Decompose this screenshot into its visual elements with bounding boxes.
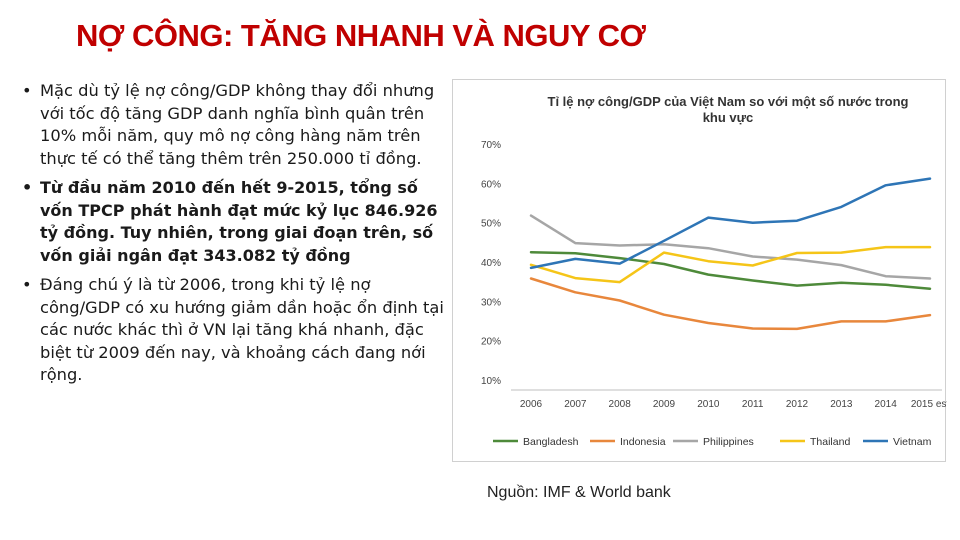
x-tick-label: 2013 (830, 399, 853, 410)
bullet-dot: • (22, 178, 33, 197)
x-tick-label: 2008 (609, 399, 632, 410)
y-tick-label: 10% (481, 376, 501, 387)
x-tick-label: 2014 (875, 399, 898, 410)
x-tick-label: 2010 (697, 399, 720, 410)
chart-frame: Tỉ lệ nợ công/GDP của Việt Nam so với mộ… (452, 79, 947, 462)
y-tick-label: 70% (481, 140, 501, 151)
x-tick-label: 2009 (653, 399, 676, 410)
series-line-philippines (529, 214, 932, 280)
legend-label: Indonesia (620, 436, 666, 448)
legend-label: Vietnam (893, 436, 932, 448)
y-tick-label: 60% (481, 179, 501, 190)
series-line-vietnam (529, 177, 932, 270)
bullet-list: • Mặc dù tỷ lệ nợ công/GDP không thay đổ… (22, 80, 447, 394)
source-note: Nguồn: IMF & World bank (487, 484, 671, 501)
series-line-bangladesh (529, 250, 932, 290)
bullet-item: • Từ đầu năm 2010 đến hết 9-2015, tổng s… (22, 177, 447, 267)
legend-label: Philippines (703, 436, 754, 448)
bullet-text: Đáng chú ý là từ 2006, trong khi tỷ lệ n… (40, 275, 444, 384)
y-tick-label: 50% (481, 219, 501, 230)
bullet-item: • Đáng chú ý là từ 2006, trong khi tỷ lệ… (22, 274, 447, 387)
chart-title: Tỉ lệ nợ công/GDP của Việt Nam so với mộ… (548, 94, 909, 109)
line-chart: Tỉ lệ nợ công/GDP của Việt Nam so với mộ… (481, 94, 947, 448)
x-tick-label: 2012 (786, 399, 809, 410)
bullet-text: Mặc dù tỷ lệ nợ công/GDP không thay đổi … (40, 81, 435, 168)
bullet-text: Từ đầu năm 2010 đến hết 9-2015, tổng số … (40, 178, 438, 265)
y-tick-label: 30% (481, 297, 501, 308)
bullet-dot: • (22, 81, 32, 100)
legend-label: Bangladesh (523, 436, 579, 448)
x-tick-label: 2011 (742, 399, 764, 410)
bullet-item: • Mặc dù tỷ lệ nợ công/GDP không thay đổ… (22, 80, 447, 170)
x-tick-label: 2015 est (911, 399, 947, 410)
series-line-thailand (529, 245, 932, 284)
x-tick-label: 2007 (564, 399, 587, 410)
series-line-indonesia (529, 277, 932, 331)
legend-label: Thailand (810, 436, 850, 448)
x-tick-label: 2006 (520, 399, 543, 410)
y-tick-label: 20% (481, 337, 501, 348)
chart-title: khu vực (703, 110, 754, 125)
y-tick-label: 40% (481, 258, 501, 269)
slide-title: NỢ CÔNG: TĂNG NHANH VÀ NGUY CƠ (76, 18, 646, 53)
bullet-dot: • (22, 275, 32, 294)
